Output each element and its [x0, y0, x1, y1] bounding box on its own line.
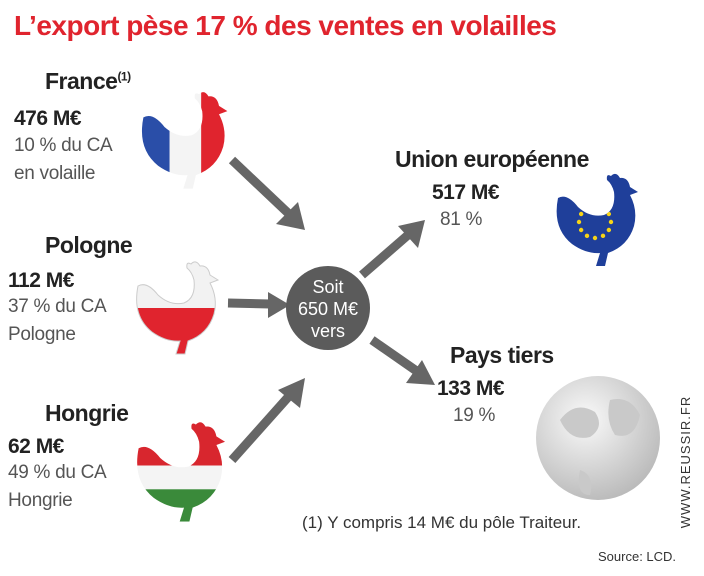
- destination: Pays tiers: [450, 342, 554, 368]
- hub-line: 650 M€: [297, 299, 359, 319]
- destination: Union européenne: [395, 146, 589, 172]
- eu-star: [600, 205, 606, 211]
- hub-line: Soit: [312, 277, 344, 297]
- hub-line: vers: [310, 321, 345, 341]
- amount: 112 M€: [8, 269, 74, 292]
- eu-star: [578, 211, 584, 217]
- country: France(1): [45, 70, 131, 93]
- country-name: France: [45, 68, 118, 94]
- share: 81 %: [440, 209, 483, 230]
- arrows: [227, 156, 435, 463]
- amount: 476 M€: [14, 107, 82, 130]
- eu-star: [606, 211, 612, 217]
- share: 19 %: [453, 405, 496, 426]
- share-of: Pologne: [8, 324, 76, 345]
- share: 37 % du CA: [8, 296, 107, 317]
- france-hen: [141, 92, 228, 189]
- eu-star: [592, 203, 598, 209]
- eu-star: [576, 219, 582, 225]
- amount: 133 M€: [437, 377, 505, 400]
- amount: 517 M€: [432, 181, 500, 204]
- hub-circle: [286, 266, 370, 350]
- globe-land: [560, 399, 640, 495]
- website: WWW.REUSSIR.FR: [678, 396, 693, 528]
- share-of: Hongrie: [8, 490, 73, 511]
- amount: 62 M€: [8, 435, 64, 458]
- country: Pologne: [45, 232, 133, 258]
- eu-hen: [556, 173, 638, 267]
- poland-hen: [136, 261, 219, 355]
- footnote: (1) Y compris 14 M€ du pôle Traiteur.: [302, 513, 582, 532]
- share: 10 % du CA: [14, 135, 113, 156]
- source: Source: LCD.: [598, 549, 677, 564]
- hungary-hen: [137, 422, 226, 522]
- share: 49 % du CA: [8, 462, 107, 483]
- eu-star: [600, 233, 606, 239]
- eu-star: [578, 227, 584, 233]
- hub-text: Soit 650 M€ vers: [286, 276, 370, 342]
- title: L’export pèse 17 % des ventes en volaill…: [14, 10, 557, 41]
- globe: [536, 376, 660, 500]
- eu-star: [584, 233, 590, 239]
- country: Hongrie: [45, 400, 129, 426]
- note-mark: (1): [117, 69, 131, 84]
- eu-star: [608, 219, 614, 225]
- eu-star: [606, 227, 612, 233]
- eu-star: [592, 235, 598, 241]
- eu-star: [584, 205, 590, 211]
- share-of: en volaille: [14, 163, 96, 184]
